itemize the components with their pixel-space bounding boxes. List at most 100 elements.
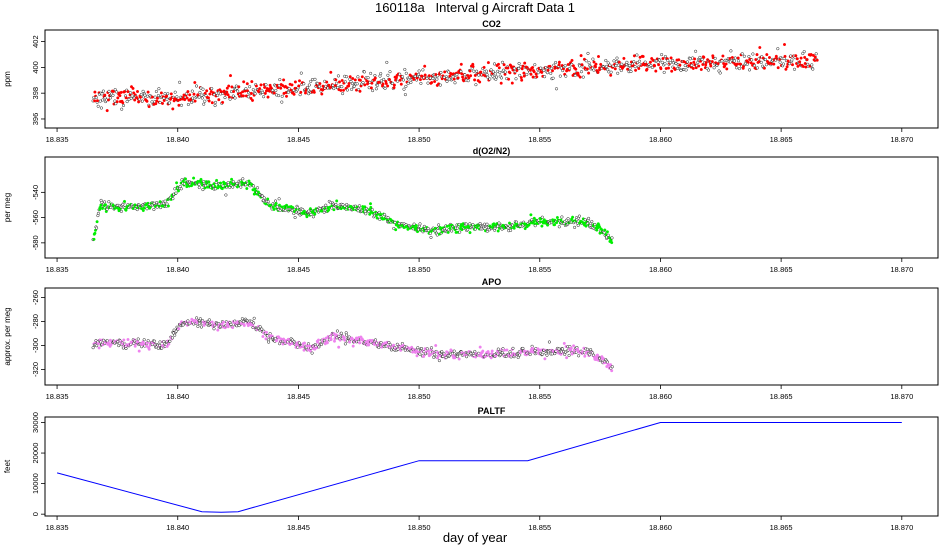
data-point xyxy=(271,88,275,92)
data-point xyxy=(301,345,305,349)
data-point xyxy=(392,86,396,90)
data-point xyxy=(238,91,242,95)
panel-title: d(O2/N2) xyxy=(473,146,511,156)
y-tick-label: 20000 xyxy=(31,443,40,464)
data-point xyxy=(730,56,734,60)
data-point xyxy=(735,66,739,70)
data-point xyxy=(121,103,126,108)
data-point xyxy=(747,68,752,72)
data-point xyxy=(292,92,296,96)
data-point xyxy=(516,355,520,360)
data-point xyxy=(249,96,253,100)
data-point xyxy=(549,71,553,75)
data-point xyxy=(361,207,365,211)
data-point xyxy=(565,356,569,360)
data-point xyxy=(479,70,483,74)
data-point xyxy=(252,321,256,325)
data-point xyxy=(403,67,407,72)
data-point xyxy=(620,62,624,66)
data-point xyxy=(248,85,252,89)
data-point xyxy=(245,186,249,190)
data-point xyxy=(489,356,493,360)
data-point xyxy=(317,84,321,89)
data-point xyxy=(213,100,218,104)
data-point xyxy=(119,90,123,94)
data-point xyxy=(379,212,383,216)
data-point xyxy=(282,78,286,82)
data-point xyxy=(520,67,524,71)
data-point xyxy=(192,92,196,96)
data-point xyxy=(573,73,577,78)
data-point xyxy=(776,66,780,70)
data-point xyxy=(339,331,343,335)
data-point xyxy=(173,333,177,337)
data-point xyxy=(210,87,214,91)
data-point xyxy=(115,100,119,104)
data-point xyxy=(383,213,387,217)
data-point xyxy=(527,223,531,227)
data-point xyxy=(540,224,544,228)
data-point xyxy=(787,62,792,66)
data-point xyxy=(91,346,95,350)
data-point xyxy=(637,66,641,70)
data-point xyxy=(125,100,129,104)
data-point xyxy=(594,62,598,66)
data-point xyxy=(195,316,199,320)
data-point xyxy=(564,74,568,78)
data-point xyxy=(381,82,385,86)
data-point xyxy=(310,351,314,355)
data-point xyxy=(430,80,434,84)
data-point xyxy=(263,91,267,95)
data-point xyxy=(196,324,200,328)
data-point xyxy=(662,70,666,74)
data-point xyxy=(122,199,126,203)
data-point xyxy=(160,346,164,350)
data-point xyxy=(95,220,99,224)
x-tick-label: 18.870 xyxy=(890,265,913,274)
data-point xyxy=(281,84,285,88)
data-point xyxy=(267,340,271,344)
data-point xyxy=(261,335,265,339)
data-point xyxy=(718,71,722,75)
data-point xyxy=(95,226,99,230)
data-point xyxy=(496,347,500,351)
data-point xyxy=(358,341,362,345)
y-tick-label: -320 xyxy=(31,362,40,377)
y-tick-label: -540 xyxy=(31,185,40,200)
plot-frame xyxy=(44,416,939,517)
y-axis-label: approx. per meg xyxy=(3,307,12,365)
data-point xyxy=(566,217,570,221)
data-point xyxy=(253,92,257,96)
data-point xyxy=(580,63,584,67)
data-point xyxy=(193,80,197,84)
data-point xyxy=(183,98,187,102)
data-point xyxy=(478,80,482,84)
data-point xyxy=(275,338,279,342)
data-point xyxy=(202,179,206,184)
data-point xyxy=(736,56,740,60)
data-point xyxy=(546,223,550,227)
data-point xyxy=(466,73,470,77)
data-point xyxy=(702,55,706,59)
data-point xyxy=(116,96,120,100)
data-point xyxy=(369,202,373,206)
data-point xyxy=(325,80,329,84)
data-point xyxy=(763,57,767,62)
data-point xyxy=(221,100,225,104)
data-point xyxy=(392,83,396,87)
data-point xyxy=(310,77,315,82)
data-point xyxy=(810,63,814,67)
data-point xyxy=(521,346,525,350)
data-point xyxy=(145,344,149,348)
data-point xyxy=(171,197,175,201)
data-point xyxy=(174,191,178,195)
data-point xyxy=(299,71,303,75)
data-point xyxy=(737,67,741,71)
data-point xyxy=(528,352,532,357)
data-point xyxy=(801,64,805,68)
data-point xyxy=(207,318,211,322)
data-point xyxy=(340,85,344,89)
data-point xyxy=(513,224,517,228)
data-point xyxy=(583,354,587,358)
data-point xyxy=(266,200,270,204)
